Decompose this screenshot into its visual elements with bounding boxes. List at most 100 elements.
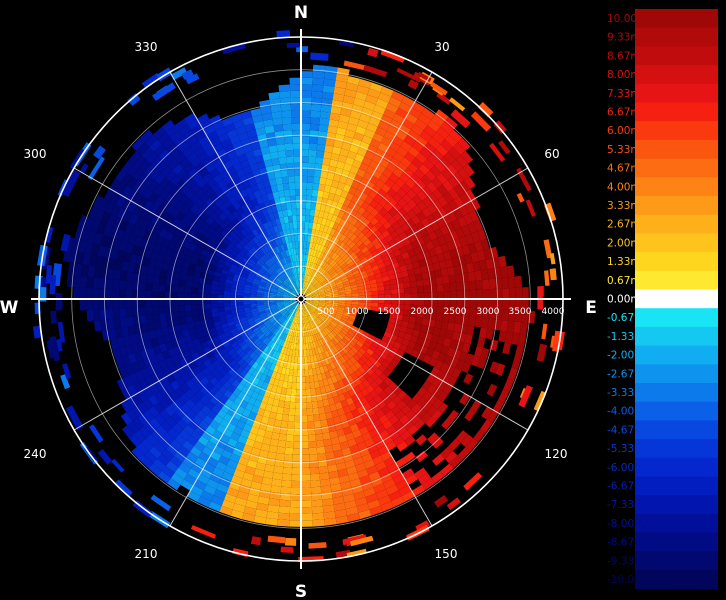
azimuth-tick-label: 150 xyxy=(435,547,458,561)
range-gate xyxy=(366,242,375,250)
range-gate xyxy=(160,210,171,222)
range-gate xyxy=(161,350,171,360)
range-gate xyxy=(159,409,171,421)
range-gate xyxy=(244,225,252,234)
range-gate xyxy=(214,372,224,382)
range-gate xyxy=(155,161,168,173)
range-gate xyxy=(366,122,378,133)
range-gate xyxy=(219,277,227,283)
range-gate xyxy=(344,129,356,139)
range-gate xyxy=(256,292,264,295)
range-gate xyxy=(333,449,343,458)
range-gate xyxy=(259,449,269,458)
range-gate xyxy=(324,205,331,213)
range-gate xyxy=(169,256,178,266)
range-gate xyxy=(258,285,265,290)
range-gate xyxy=(258,310,266,315)
azimuth-tick-label: 300 xyxy=(24,147,47,161)
range-gate xyxy=(418,113,432,126)
range-gate xyxy=(508,276,516,289)
range-gate xyxy=(284,136,293,144)
range-gate xyxy=(301,156,309,163)
range-gate xyxy=(165,170,177,182)
range-gate xyxy=(315,284,322,289)
range-gate xyxy=(316,274,322,281)
range-gate xyxy=(137,227,147,239)
range-gate xyxy=(212,275,220,282)
range-gate xyxy=(174,190,186,201)
sidelobe-echo xyxy=(552,330,562,353)
range-gate xyxy=(283,293,290,296)
range-gate xyxy=(373,360,382,369)
range-gate xyxy=(302,317,304,324)
range-gate xyxy=(486,409,499,424)
range-gate xyxy=(205,147,217,158)
range-gate xyxy=(344,285,351,290)
range-gate xyxy=(141,438,154,451)
range-gate xyxy=(215,324,223,332)
range-gate xyxy=(375,126,387,137)
range-gate xyxy=(292,136,301,144)
range-gate xyxy=(326,363,333,372)
range-gate xyxy=(480,238,490,251)
range-gate xyxy=(377,307,385,313)
range-gate xyxy=(428,341,437,351)
colorbar-swatch xyxy=(635,383,718,403)
range-gate xyxy=(398,485,412,497)
range-gate xyxy=(226,334,235,341)
range-gate xyxy=(200,468,213,479)
colorbar: 10.00m/s9.33m/s8.67m/s8.00m/s7.33m/s6.67… xyxy=(607,9,718,590)
range-gate xyxy=(498,389,510,403)
range-gate xyxy=(349,144,360,154)
colorbar-label: -8.67m/s xyxy=(607,537,653,549)
range-gate xyxy=(177,299,185,306)
range-gate xyxy=(335,312,343,318)
range-gate xyxy=(217,344,226,352)
range-gate xyxy=(257,289,264,294)
range-gate xyxy=(517,333,527,347)
range-gate xyxy=(320,478,331,487)
sidelobe-echo xyxy=(115,479,133,497)
range-gate xyxy=(171,285,179,293)
range-gate xyxy=(337,323,344,329)
range-gate xyxy=(407,199,418,210)
range-gate xyxy=(464,334,473,345)
range-gate xyxy=(224,286,232,292)
range-gate xyxy=(455,246,465,257)
range-gate xyxy=(345,293,352,297)
range-gate xyxy=(241,319,249,326)
range-gate xyxy=(427,383,438,395)
range-gate xyxy=(156,369,166,381)
range-gate xyxy=(337,306,345,311)
range-gate xyxy=(278,400,285,408)
range-gate xyxy=(392,167,404,178)
range-gate xyxy=(239,414,249,424)
range-gate xyxy=(106,236,116,249)
range-gate xyxy=(128,434,142,448)
range-gate xyxy=(190,203,200,214)
west-label: W xyxy=(0,298,19,318)
range-gate xyxy=(375,409,385,419)
range-gate xyxy=(152,458,166,472)
range-gate xyxy=(290,301,297,305)
range-gate xyxy=(202,329,211,337)
range-gate xyxy=(165,125,179,138)
range-gate xyxy=(112,347,122,360)
range-gate xyxy=(185,188,196,200)
sidelobe-echo xyxy=(470,111,492,132)
range-gate xyxy=(347,417,357,427)
range-gate xyxy=(252,326,260,333)
range-gate xyxy=(301,130,310,137)
range-gate xyxy=(90,219,101,233)
range-gate xyxy=(248,192,257,201)
range-gate xyxy=(269,295,277,298)
range-gate xyxy=(280,309,287,315)
range-gate xyxy=(144,339,153,350)
range-gate xyxy=(242,423,253,433)
range-gate xyxy=(293,275,297,282)
range-gate xyxy=(221,138,233,149)
range-gate xyxy=(252,312,260,318)
range-gate xyxy=(270,405,279,413)
range-gate xyxy=(158,437,171,449)
range-gate xyxy=(252,420,261,429)
